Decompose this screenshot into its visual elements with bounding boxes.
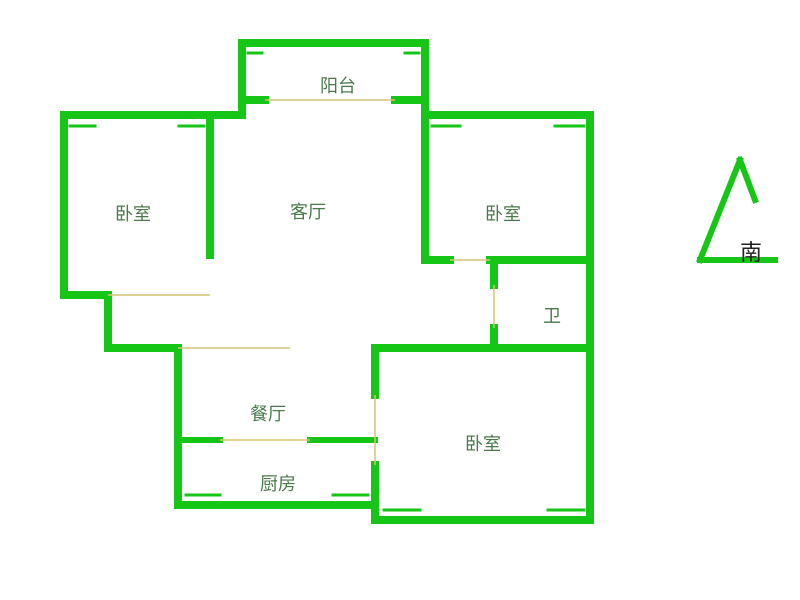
label-balcony: 阳台 (320, 72, 356, 98)
floorplan-diagram: 阳台 客厅 卧室 卧室 卫 餐厅 厨房 卧室 南 (0, 0, 800, 600)
label-dining: 餐厅 (250, 400, 286, 426)
label-bathroom: 卫 (543, 302, 561, 328)
label-living-room: 客厅 (290, 198, 326, 224)
label-bedroom-bottom: 卧室 (465, 430, 501, 456)
label-bedroom-left: 卧室 (115, 200, 151, 226)
label-kitchen: 厨房 (260, 470, 296, 496)
floorplan-svg (0, 0, 800, 600)
compass-label: 南 (740, 235, 762, 267)
label-bedroom-right-top: 卧室 (485, 200, 521, 226)
